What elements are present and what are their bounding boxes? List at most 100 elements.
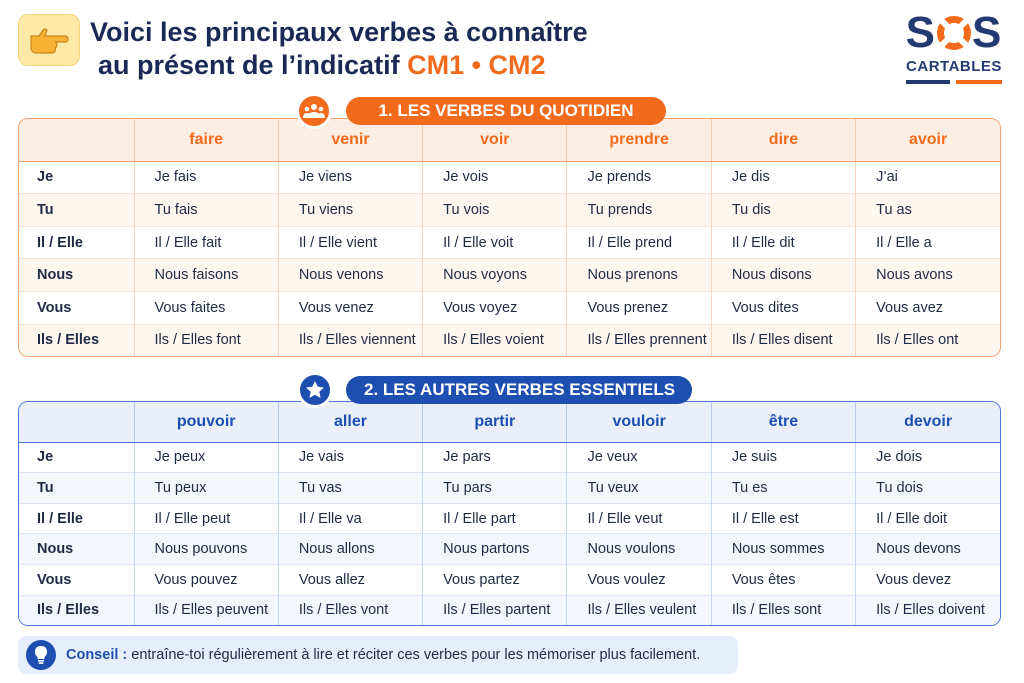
conjugation-cell: Ils / Elles partent	[422, 594, 567, 625]
table-row: Nous Nous faisons Nous venons Nous voyons No…	[19, 258, 1000, 292]
verb-header: dire	[710, 119, 856, 162]
table-verbes-quotidien: faire venir voir prendre dire avoir Je Je…	[18, 118, 1001, 357]
verb-header: pouvoir	[133, 402, 279, 443]
conjugation-cell: Nous disons	[710, 258, 856, 292]
table-row: Ils / Elles Ils / Elles peuvent Ils / Elle…	[19, 594, 1000, 625]
conjugation-cell: Ils / Elles sont	[710, 594, 856, 625]
table-row: Tu Tu peux Tu vas Tu pars Tu veux Tu es Tu doi…	[19, 472, 1000, 504]
pronoun-cell: Tu	[19, 472, 134, 504]
conjugation-cell: Ils / Elles doivent	[855, 594, 1000, 625]
pronoun-cell: Nous	[19, 258, 134, 292]
conjugation-cell: Vous voyez	[422, 291, 567, 325]
pronoun-cell: Ils / Elles	[19, 323, 134, 356]
conjugation-cell: Nous faisons	[133, 258, 279, 292]
conjugation-cell: Ils / Elles prennent	[566, 323, 712, 356]
conjugation-cell: Nous sommes	[710, 533, 856, 565]
lifebuoy-icon	[937, 16, 971, 50]
conjugation-cell: Nous allons	[277, 533, 423, 565]
title-line-1: Voici les principaux verbes à connaître	[90, 17, 588, 47]
pronoun-cell: Nous	[19, 533, 134, 565]
group-people-icon	[296, 93, 332, 129]
conjugation-cell: Je dis	[710, 160, 856, 194]
conjugation-cell: Il / Elle doit	[855, 502, 1000, 534]
conjugation-cell: Tu fais	[133, 193, 279, 227]
pronoun-cell: Vous	[19, 291, 134, 325]
lightbulb-icon	[26, 640, 56, 670]
conjugation-cell: Tu viens	[277, 193, 423, 227]
conjugation-cell: Tu prends	[566, 193, 712, 227]
conjugation-cell: Ils / Elles disent	[710, 323, 856, 356]
table-row: Je Je peux Je vais Je pars Je veux Je suis Je …	[19, 441, 1000, 473]
conjugation-cell: Je peux	[133, 441, 279, 473]
table-row: Tu Tu fais Tu viens Tu vois Tu prends Tu dis T…	[19, 193, 1000, 227]
pronoun-cell: Il / Elle	[19, 502, 134, 534]
tip-label: Conseil :	[66, 647, 128, 663]
conjugation-cell: Il / Elle est	[710, 502, 856, 534]
verb-header: devoir	[855, 402, 1000, 443]
conjugation-cell: Il / Elle fait	[133, 225, 279, 259]
conjugation-cell: Nous partons	[422, 533, 567, 565]
verb-header: être	[710, 402, 856, 443]
table-row: Je Je fais Je viens Je vois Je prends Je dis J…	[19, 160, 1000, 194]
conjugation-cell: Il / Elle part	[422, 502, 567, 534]
header-empty-cell	[19, 402, 134, 443]
tip-text: Conseil : entraîne-toi régulièrement à l…	[66, 647, 700, 663]
conjugation-cell: Je vais	[277, 441, 423, 473]
conjugation-cell: Il / Elle vient	[277, 225, 423, 259]
conjugation-cell: Il / Elle peut	[133, 502, 279, 534]
star-icon	[297, 372, 333, 408]
page-title: Voici les principaux verbes à connaître …	[90, 16, 610, 82]
conjugation-cell: Nous voulons	[566, 533, 712, 565]
verb-header: venir	[277, 119, 423, 162]
conjugation-cell: Vous êtes	[710, 564, 856, 596]
verb-header: faire	[133, 119, 279, 162]
verb-header: vouloir	[566, 402, 712, 443]
conjugation-cell: Ils / Elles voient	[422, 323, 567, 356]
conjugation-cell: Tu peux	[133, 472, 279, 504]
conjugation-cell: Tu veux	[566, 472, 712, 504]
conjugation-cell: Ils / Elles vont	[277, 594, 423, 625]
conjugation-cell: Ils / Elles ont	[855, 323, 1000, 356]
conjugation-cell: Il / Elle prend	[566, 225, 712, 259]
pointing-hand-icon	[18, 14, 80, 66]
conjugation-cell: Je veux	[566, 441, 712, 473]
conjugation-cell: Nous venons	[277, 258, 423, 292]
conjugation-cell: Ils / Elles peuvent	[133, 594, 279, 625]
conjugation-cell: Je fais	[133, 160, 279, 194]
conjugation-cell: Il / Elle dit	[710, 225, 856, 259]
logo-bar-navy	[906, 80, 950, 84]
conjugation-cell: Vous venez	[277, 291, 423, 325]
verb-header: voir	[422, 119, 567, 162]
conjugation-cell: Vous faites	[133, 291, 279, 325]
table-row: Nous Nous pouvons Nous allons Nous partons N…	[19, 533, 1000, 565]
verb-header: prendre	[566, 119, 712, 162]
header-empty-cell	[19, 119, 134, 162]
pronoun-cell: Je	[19, 441, 134, 473]
conjugation-cell: Je dois	[855, 441, 1000, 473]
pronoun-cell: Tu	[19, 193, 134, 227]
pronoun-cell: Vous	[19, 564, 134, 596]
verb-header: aller	[277, 402, 423, 443]
table-row: Ils / Elles Ils / Elles font Ils / Elles v…	[19, 323, 1000, 356]
table-row: Il / Elle Il / Elle fait Il / Elle vient Il…	[19, 225, 1000, 259]
conjugation-cell: Nous voyons	[422, 258, 567, 292]
table-row: Il / Elle Il / Elle peut Il / Elle va Il / …	[19, 502, 1000, 534]
conjugation-cell: Tu vois	[422, 193, 567, 227]
conjugation-cell: Vous dites	[710, 291, 856, 325]
conjugation-cell: Vous avez	[855, 291, 1000, 325]
conjugation-cell: Vous prenez	[566, 291, 712, 325]
conjugation-cell: Nous avons	[855, 258, 1000, 292]
conjugation-cell: Tu dois	[855, 472, 1000, 504]
conjugation-cell: Je pars	[422, 441, 567, 473]
title-level-accent: CM1 • CM2	[407, 50, 546, 80]
conjugation-cell: Je vois	[422, 160, 567, 194]
conjugation-cell: Tu vas	[277, 472, 423, 504]
conjugation-cell: Je suis	[710, 441, 856, 473]
section-1-label: 1. LES VERBES DU QUOTIDIEN	[346, 97, 666, 125]
conjugation-cell: Ils / Elles viennent	[277, 323, 423, 356]
logo-cartables: CARTABLES	[906, 58, 1002, 75]
conjugation-cell: Vous devez	[855, 564, 1000, 596]
conjugation-cell: Je viens	[277, 160, 423, 194]
conjugation-cell: Nous devons	[855, 533, 1000, 565]
